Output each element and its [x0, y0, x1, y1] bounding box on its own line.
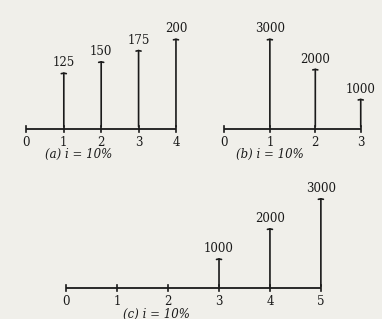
Text: 3000: 3000 — [306, 182, 336, 195]
Text: 175: 175 — [127, 34, 150, 47]
Text: 1000: 1000 — [204, 242, 234, 255]
Text: 2: 2 — [97, 136, 105, 149]
Text: 2: 2 — [164, 295, 172, 308]
Text: 3: 3 — [357, 136, 364, 149]
Text: 4: 4 — [266, 295, 274, 308]
Text: 1: 1 — [266, 136, 274, 149]
Text: 1000: 1000 — [346, 83, 376, 96]
Text: 2: 2 — [312, 136, 319, 149]
Text: 3: 3 — [215, 295, 223, 308]
Text: 3: 3 — [135, 136, 142, 149]
Text: 125: 125 — [53, 56, 75, 69]
Text: 2000: 2000 — [300, 53, 330, 65]
Text: 200: 200 — [165, 22, 187, 35]
Text: 4: 4 — [172, 136, 180, 149]
Text: (c) i = 10%: (c) i = 10% — [123, 308, 189, 319]
Text: (a) i = 10%: (a) i = 10% — [45, 148, 112, 161]
Text: 2000: 2000 — [255, 212, 285, 225]
Text: 3000: 3000 — [255, 22, 285, 35]
Text: 150: 150 — [90, 45, 112, 58]
Text: 0: 0 — [23, 136, 30, 149]
Text: 1: 1 — [113, 295, 121, 308]
Text: 0: 0 — [63, 295, 70, 308]
Text: (b) i = 10%: (b) i = 10% — [236, 148, 304, 161]
Text: 5: 5 — [317, 295, 325, 308]
Text: 0: 0 — [221, 136, 228, 149]
Text: 1: 1 — [60, 136, 68, 149]
